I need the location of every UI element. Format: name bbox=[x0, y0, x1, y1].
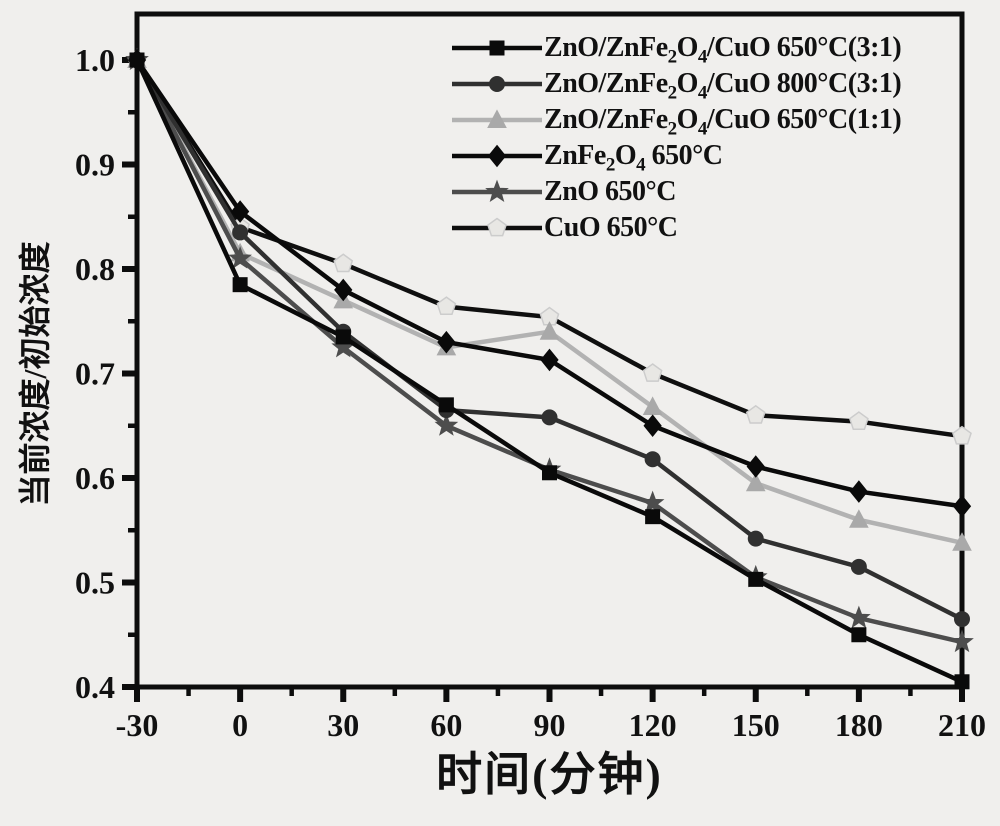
legend-item: ZnO/ZnFe2O4/CuO 800°C(3:1) bbox=[450, 66, 902, 104]
y-tick-label: 0.6 bbox=[75, 460, 115, 496]
square-marker-icon bbox=[335, 329, 351, 345]
circle-marker-icon bbox=[541, 409, 558, 426]
y-tick-label: 0.5 bbox=[75, 565, 115, 601]
legend: ZnO/ZnFe2O4/CuO 650°C(3:1) ZnO/ZnFe2O4/Cu… bbox=[450, 30, 902, 246]
pentagon-marker-icon bbox=[436, 296, 457, 316]
circle-marker-icon bbox=[747, 530, 764, 547]
square-marker-icon bbox=[645, 509, 661, 525]
star-marker-icon bbox=[434, 413, 459, 436]
y-tick-label: 0.7 bbox=[75, 356, 115, 392]
diamond-marker-icon bbox=[437, 330, 456, 354]
diamond-marker-icon bbox=[643, 414, 662, 438]
legend-label: ZnO 650°C bbox=[544, 176, 676, 207]
pentagon-marker-icon bbox=[745, 404, 766, 424]
x-tick-label: 0 bbox=[232, 707, 248, 743]
legend-item: ZnFe2O4 650°C bbox=[450, 138, 901, 176]
circle-marker-icon bbox=[954, 611, 970, 628]
legend-item: ZnO/ZnFe2O4/CuO 650°C(1:1) bbox=[450, 102, 902, 140]
triangle-marker-icon bbox=[849, 509, 869, 528]
diamond-marker-icon bbox=[952, 494, 972, 518]
x-axis-label: 时间(分钟) bbox=[436, 749, 663, 800]
square-marker-icon bbox=[232, 277, 248, 293]
triangle-marker-icon bbox=[952, 532, 972, 551]
x-tick-label: 210 bbox=[938, 707, 986, 743]
pentagon-marker-icon bbox=[333, 253, 354, 273]
legend-sample bbox=[452, 40, 542, 56]
y-tick-label: 0.4 bbox=[75, 669, 115, 705]
legend-item: ZnO 650°C bbox=[450, 174, 901, 210]
legend-sample bbox=[452, 179, 542, 203]
diamond-marker-icon bbox=[746, 455, 765, 478]
legend-label: ZnFe2O4 650°C bbox=[544, 140, 723, 176]
x-tick-label: 30 bbox=[327, 707, 359, 743]
y-tick-label: 1.0 bbox=[75, 42, 115, 78]
series-square bbox=[129, 52, 970, 690]
pentagon-marker-icon bbox=[848, 411, 869, 431]
x-tick-label: 60 bbox=[430, 707, 462, 743]
diamond-marker-icon bbox=[230, 200, 250, 223]
y-tick-label: 0.8 bbox=[75, 251, 115, 287]
circle-marker-icon bbox=[232, 224, 249, 241]
triangle-marker-icon bbox=[642, 396, 663, 415]
legend-label: ZnO/ZnFe2O4/CuO 650°C(3:1) bbox=[544, 32, 902, 68]
square-marker-icon bbox=[748, 571, 764, 587]
circle-marker-icon bbox=[489, 76, 505, 92]
legend-item: ZnO/ZnFe2O4/CuO 650°C(3:1) bbox=[450, 30, 902, 68]
legend-sample bbox=[452, 109, 542, 128]
triangle-marker-icon bbox=[487, 109, 507, 128]
legend-sample bbox=[452, 144, 542, 168]
star-marker-icon bbox=[950, 629, 974, 653]
legend-label: ZnO/ZnFe2O4/CuO 800°C(3:1) bbox=[544, 68, 902, 104]
square-marker-icon bbox=[129, 52, 145, 68]
legend-sample bbox=[452, 76, 542, 92]
triangle-marker-icon bbox=[745, 472, 766, 492]
circle-marker-icon bbox=[850, 558, 867, 575]
star-marker-icon bbox=[640, 490, 665, 514]
diamond-marker-icon bbox=[334, 278, 353, 302]
x-tick-label: 180 bbox=[835, 707, 883, 743]
circle-marker-icon bbox=[644, 451, 661, 468]
diamond-marker-icon bbox=[849, 480, 869, 503]
x-tick-label: -30 bbox=[116, 707, 159, 743]
star-marker-icon bbox=[228, 246, 252, 269]
star-marker-icon bbox=[847, 605, 871, 629]
legend-label: ZnO/ZnFe2O4/CuO 650°C(1:1) bbox=[544, 104, 902, 140]
pentagon-marker-icon bbox=[487, 217, 507, 237]
square-marker-icon bbox=[438, 397, 454, 413]
square-marker-icon bbox=[954, 674, 970, 690]
x-tick-label: 90 bbox=[534, 707, 566, 743]
star-marker-icon bbox=[485, 179, 509, 203]
square-marker-icon bbox=[489, 40, 505, 56]
diamond-marker-icon bbox=[487, 144, 507, 168]
legend-sample bbox=[452, 217, 542, 237]
square-marker-icon bbox=[851, 627, 867, 643]
x-tick-label: 150 bbox=[732, 707, 780, 743]
y-axis-label: 当前浓度/初始浓度 bbox=[17, 241, 53, 507]
diamond-marker-icon bbox=[540, 348, 559, 372]
triangle-marker-icon bbox=[539, 321, 560, 340]
square-marker-icon bbox=[542, 465, 557, 481]
pentagon-marker-icon bbox=[642, 363, 663, 382]
legend-item: CuO 650°C bbox=[450, 210, 901, 246]
y-tick-label: 0.9 bbox=[75, 147, 115, 183]
x-tick-label: 120 bbox=[629, 707, 677, 743]
legend-label: CuO 650°C bbox=[544, 212, 678, 243]
pentagon-marker-icon bbox=[952, 425, 972, 445]
